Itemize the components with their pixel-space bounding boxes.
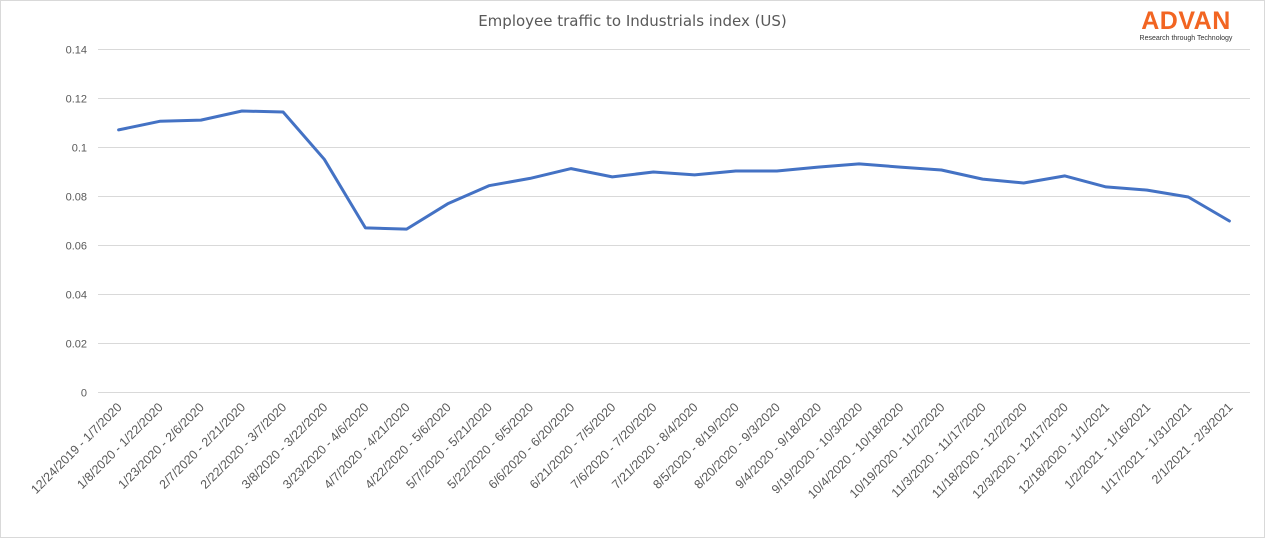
- y-tick-label: 0.02: [66, 339, 87, 351]
- logo-tagline: Research through Technology: [1139, 35, 1233, 42]
- logo-wordmark: ADVAN: [1141, 7, 1231, 35]
- y-tick-label: 0.08: [66, 192, 87, 204]
- data-line: [117, 109, 1231, 231]
- y-tick-label: 0.14: [66, 45, 87, 57]
- y-axis: 0 0.02 0.04 0.06 0.08 0.1 0.12 0.14: [66, 45, 87, 400]
- gridlines: [98, 49, 1250, 393]
- y-tick-label: 0.06: [66, 241, 87, 253]
- y-tick-label: 0.04: [66, 290, 87, 302]
- y-tick-label: 0: [81, 388, 87, 400]
- y-tick-label: 0.1: [72, 143, 87, 155]
- advan-logo: ADVAN Research through Technology: [1130, 8, 1242, 43]
- x-tick-label: 2/1/2021 - 2/3/2021: [1149, 400, 1236, 487]
- y-tick-label: 0.12: [66, 94, 87, 106]
- chart-title: Employee traffic to Industrials index (U…: [478, 12, 787, 30]
